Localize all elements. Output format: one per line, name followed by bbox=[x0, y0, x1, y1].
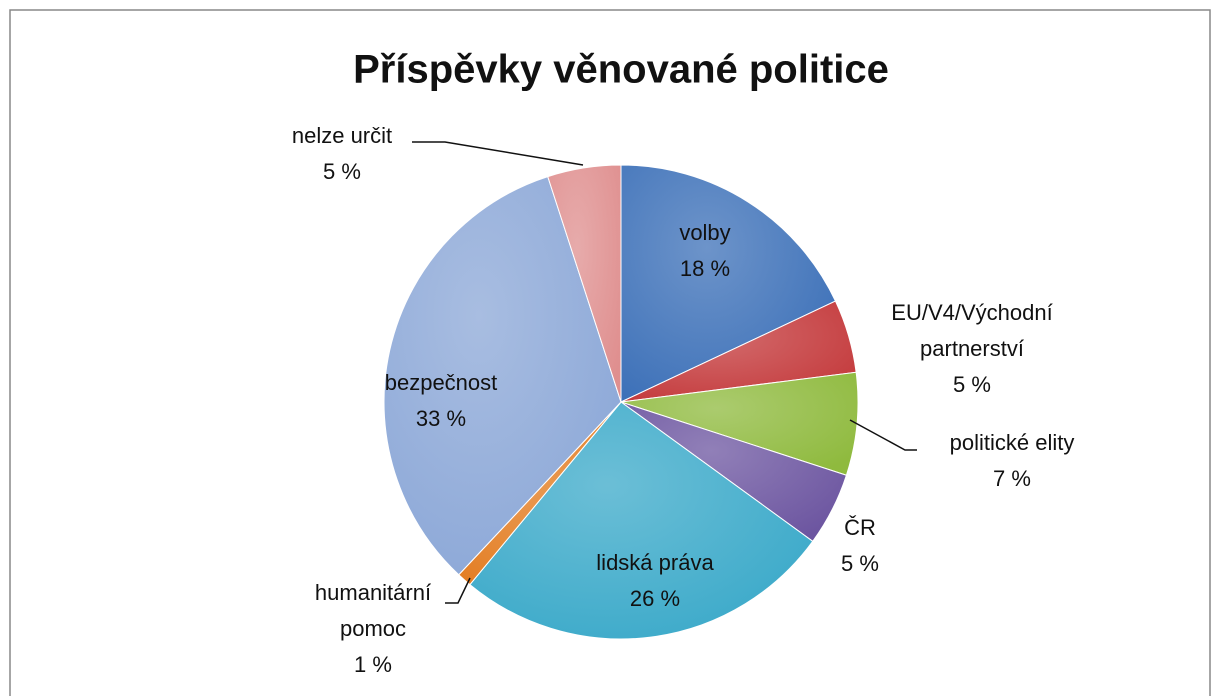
chart-title: Příspěvky věnované politice bbox=[353, 48, 889, 92]
category-label: humanitární pomoc bbox=[314, 580, 432, 641]
slice-label: volby 18 % bbox=[605, 215, 805, 287]
value-label: 1 % bbox=[354, 652, 392, 677]
pie-slice bbox=[469, 401, 814, 640]
value-label: 5 % bbox=[323, 159, 361, 184]
category-label: nelze určit bbox=[291, 123, 393, 148]
value-label: 18 % bbox=[679, 256, 731, 281]
pie-slice bbox=[620, 164, 837, 403]
value-label: 7 % bbox=[993, 466, 1031, 491]
slice-label: nelze určit 5 % bbox=[242, 118, 442, 190]
leader-line bbox=[412, 141, 584, 166]
slice-label: humanitární pomoc 1 % bbox=[293, 575, 453, 683]
category-label: politické elity bbox=[949, 430, 1075, 455]
value-label: 5 % bbox=[841, 551, 879, 576]
value-label: 5 % bbox=[953, 372, 991, 397]
value-label: 26 % bbox=[629, 586, 681, 611]
category-label: bezpečnost bbox=[384, 370, 498, 395]
leader-line bbox=[445, 577, 471, 604]
slice-label: EU/V4/Východní partnerství 5 % bbox=[862, 295, 1082, 403]
slice-label: bezpečnost 33 % bbox=[341, 365, 541, 437]
slice-label: ČR 5 % bbox=[800, 510, 920, 582]
category-label: volby bbox=[679, 220, 731, 245]
category-label: ČR bbox=[844, 515, 876, 540]
leader-line bbox=[849, 419, 917, 451]
value-label: 33 % bbox=[415, 406, 467, 431]
category-label: EU/V4/Východní partnerství bbox=[891, 300, 1053, 361]
slice-label: lidská práva 26 % bbox=[545, 545, 765, 617]
pie-slice bbox=[547, 164, 622, 403]
pie-slice bbox=[383, 175, 622, 576]
slice-label: politické elity 7 % bbox=[902, 425, 1122, 497]
category-label: lidská práva bbox=[596, 550, 714, 575]
